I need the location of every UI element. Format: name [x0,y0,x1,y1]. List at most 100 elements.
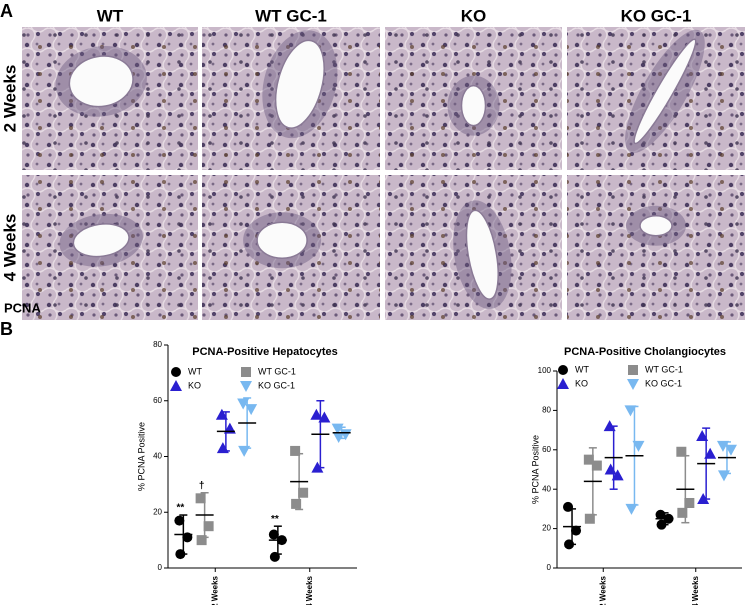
data-point [716,440,729,452]
data-point [269,551,280,562]
data-point [237,398,250,410]
y-tick-label: 60 [153,396,162,405]
y-tick-label: 40 [153,452,162,461]
data-point [245,404,258,416]
data-point [724,444,737,456]
data-point [310,408,323,420]
data-point [571,525,582,536]
data-point [624,405,637,417]
legend-label: WT [575,364,589,374]
significance-label: † [199,480,205,491]
data-point [174,515,185,526]
data-point [195,493,206,504]
data-point [291,498,302,509]
vessel-lumen [639,215,673,237]
data-point [268,529,279,540]
vessel-lumen [72,223,130,258]
y-tick-label: 100 [538,366,552,375]
data-point [238,445,251,457]
data-point [584,513,595,524]
vessel-lumen [274,39,325,129]
data-point [175,549,186,560]
y-tick-label: 20 [153,507,162,516]
legend-label: WT GC-1 [645,364,683,374]
y-tick-label: 40 [542,484,551,493]
data-point [215,408,228,420]
vessel-lumen [68,55,134,108]
x-tick-label: 4 Weeks [691,575,700,605]
y-tick-label: 60 [542,445,551,454]
legend-marker [171,367,181,377]
column-label: WT GC-1 [255,6,327,25]
y-tick-label: 20 [542,524,551,533]
data-point [339,429,352,441]
panel-label: B [0,319,13,339]
legend-marker [627,379,639,390]
data-point [611,469,624,481]
y-tick-label: 80 [153,340,162,349]
data-point [677,507,688,518]
data-point [311,461,324,473]
histology-texture [567,175,745,320]
x-tick-label: 4 Weeks [305,575,314,605]
data-point [632,440,645,452]
significance-label: ** [271,514,279,525]
data-point [625,503,638,515]
row-label: 4 Weeks [0,214,19,282]
data-point [676,446,687,457]
data-point [298,487,309,498]
legend-label: KO GC-1 [258,380,295,390]
data-point [604,463,617,475]
stain-label: PCNA [4,300,41,315]
panel-label: A [0,1,13,21]
data-point [656,519,667,530]
significance-label: ** [176,503,184,514]
vessel-lumen [465,209,499,300]
data-point [564,539,575,550]
legend-label: KO GC-1 [645,378,682,388]
data-point [332,431,345,443]
vessel-lumen [460,84,487,127]
legend-label: WT [188,366,202,376]
legend-marker [557,378,569,389]
column-label: KO GC-1 [621,6,692,25]
data-point [704,447,717,459]
data-point [717,470,730,482]
data-point [290,445,301,456]
data-point [203,521,214,532]
chart-title: PCNA-Positive Hepatocytes [192,346,338,358]
legend-label: WT GC-1 [258,366,296,376]
data-point [331,423,344,435]
legend-marker [628,365,638,375]
data-point [583,454,594,465]
y-tick-label: 80 [542,406,551,415]
data-point [697,493,710,505]
y-axis-label: % PCNA Positive [136,422,146,491]
legend-marker [170,380,182,391]
x-tick-label: 2 Weeks [210,575,219,605]
data-point [318,411,331,423]
data-point [216,442,229,454]
data-point [655,509,666,520]
y-tick-label: 0 [158,563,163,572]
data-point [684,497,695,508]
data-point [196,535,207,546]
vessel-lumen [633,38,697,145]
y-tick-label: 0 [547,563,552,572]
column-label: KO [461,6,487,25]
vessel-lumen [256,221,308,259]
data-point [591,460,602,471]
row-label: 2 Weeks [0,65,19,133]
data-point [603,420,616,432]
legend-marker [240,381,252,392]
charts: PCNA-Positive Hepatocytes % PCNA Positive… [136,340,742,605]
x-tick-label: 2 Weeks [598,575,607,605]
legend-marker [558,365,568,375]
chart-title: PCNA-Positive Cholangiocytes [564,346,726,358]
y-axis-label: % PCNA Positive [530,435,540,504]
column-label: WT [97,6,124,25]
legend-label: KO [575,378,588,388]
data-point [696,430,709,442]
